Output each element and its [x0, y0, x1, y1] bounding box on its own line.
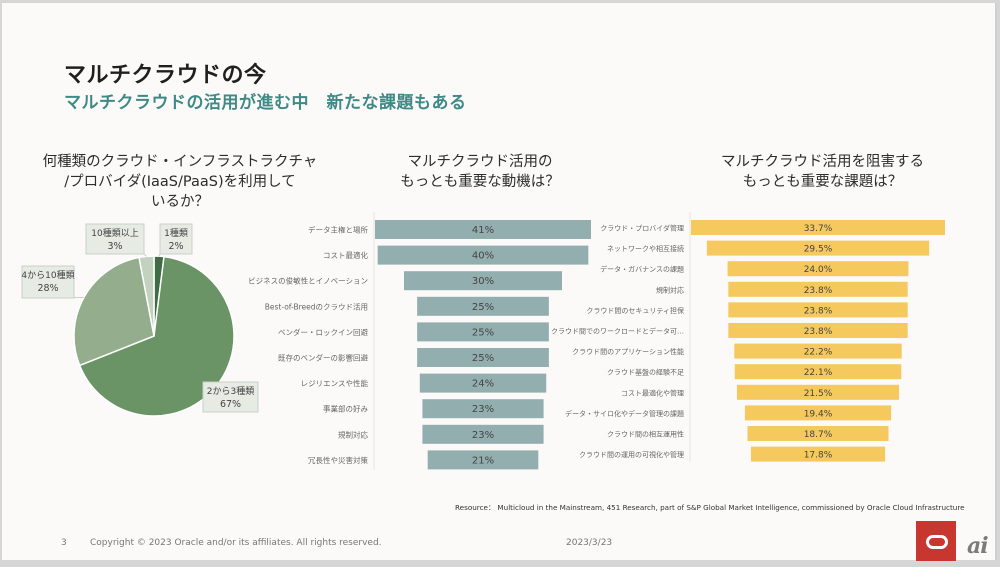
motive-category-label: コスト最適化 — [323, 250, 368, 260]
barrier-bar — [736, 384, 900, 400]
motives-title-line: もっとも重要な動機は？ — [400, 174, 560, 190]
motives-chart-title: マルチクラウド活用の もっとも重要な動機は？ — [345, 152, 615, 192]
motive-bar — [419, 373, 547, 393]
barrier-bar-value: 22.1% — [804, 368, 833, 378]
motive-bar — [377, 245, 589, 265]
pie-callout-box — [159, 223, 193, 255]
copyright: Copyright © 2023 Oracle and/or its affil… — [90, 538, 382, 548]
pie-slice — [73, 256, 155, 367]
pie-chart-title: 何種類のクラウド・インフラストラクチャ /プロバイダ(IaaS/PaaS)を利用… — [40, 152, 320, 212]
motive-bar-value: 25% — [472, 302, 494, 313]
barrier-bar — [747, 426, 889, 441]
barrier-bar — [734, 364, 902, 380]
pie-slice-label: 4から10種類 — [21, 270, 74, 281]
pie-title-line: 何種類のクラウド・インフラストラクチャ — [42, 154, 318, 170]
barrier-bar — [750, 446, 886, 462]
barrier-category-label: クラウド間の運用の可視化や管理 — [579, 450, 684, 459]
page-number: 3 — [61, 538, 67, 548]
motive-bar-value: 41% — [472, 225, 494, 236]
motive-category-label: レジリエンスや性能 — [301, 378, 369, 388]
barrier-bar — [728, 281, 908, 297]
barrier-bar — [728, 302, 908, 318]
barrier-category-label: クラウド・プロバイダ管理 — [600, 224, 684, 233]
motive-bar-value: 25% — [472, 353, 494, 364]
barrier-bar-value: 29.5% — [804, 245, 833, 255]
pie-title-line: いるか？ — [151, 194, 209, 210]
motive-category-label: Best-of-Breedのクラウド活用 — [265, 301, 368, 311]
barriers-chart-title: マルチクラウド活用を阻害する もっとも重要な課題は？ — [700, 152, 945, 192]
barrier-category-label: 規制対応 — [656, 285, 684, 294]
motive-category-label: 事業部の好み — [323, 404, 368, 414]
barrier-bar-value: 18.7% — [804, 430, 833, 440]
barriers-title-line: もっとも重要な課題は？ — [742, 174, 903, 190]
motive-bar — [403, 271, 563, 291]
motive-bar — [417, 348, 549, 367]
motive-bar-value: 40% — [472, 251, 494, 262]
pie-slice-value: 3% — [107, 241, 122, 252]
barrier-category-label: コスト最適化や管理 — [621, 388, 684, 397]
resource-citation: Resource： Multicloud in the Mainstream, … — [455, 503, 965, 512]
barrier-bar — [691, 220, 945, 235]
barrier-bar-value: 23.8% — [804, 327, 833, 337]
barrier-bar-value: 21.5% — [804, 389, 833, 399]
barrier-category-label: クラウド間でのワークロードとデータ可… — [551, 327, 684, 336]
barrier-bar-value: 23.8% — [804, 306, 833, 316]
barrier-bar — [706, 240, 930, 256]
oracle-ring-icon — [926, 535, 948, 549]
pie-title-line: /プロバイダ(IaaS/PaaS)を利用して — [64, 174, 296, 190]
barrier-bar-value: 33.7% — [804, 224, 833, 234]
barrier-category-label: データ・ガバナンスの課題 — [600, 265, 684, 274]
barrier-category-label: クラウド間のアプリケーション性能 — [572, 347, 684, 356]
motive-bar — [417, 296, 549, 316]
slide-date: 2023/3/23 — [566, 538, 613, 548]
motive-bar-value: 21% — [472, 455, 494, 466]
barriers-title-line: マルチクラウド活用を阻害する — [721, 154, 924, 170]
barrier-category-label: クラウド間のセキュリティ担保 — [586, 306, 684, 315]
motive-bar — [417, 322, 549, 342]
pie-callout-box — [21, 265, 75, 299]
barrier-bar-value: 19.4% — [804, 409, 833, 419]
barrier-bar-value: 24.0% — [804, 265, 833, 275]
pie-callout-box — [202, 381, 259, 413]
slide-title: マルチクラウドの今 — [64, 63, 267, 88]
oracle-logo-icon — [916, 521, 956, 561]
ai-logo: ai — [967, 533, 989, 559]
barrier-category-label: クラウド間の相互運用性 — [607, 430, 684, 439]
motive-bar-value: 24% — [472, 379, 494, 390]
motive-bar — [375, 220, 591, 239]
barrier-category-label: ネットワークや相互接続 — [607, 244, 684, 253]
pie-slice-label: 2から3種類 — [207, 386, 254, 397]
barrier-bar-value: 22.2% — [804, 348, 833, 358]
motive-bar-value: 23% — [472, 430, 494, 441]
barrier-category-label: データ・サイロ化やデータ管理の課題 — [565, 409, 684, 418]
motive-category-label: ビジネスの俊敏性とイノベーション — [248, 276, 368, 286]
pie-slice-value: 67% — [220, 399, 241, 410]
motive-category-label: ベンダー・ロックイン回避 — [278, 327, 368, 337]
motive-bar — [422, 399, 544, 419]
motive-category-label: 既存のベンダーの影響回避 — [278, 353, 368, 363]
barrier-category-label: クラウド基盤の経験不足 — [607, 368, 684, 377]
pie-slice-label: 1種類 — [164, 228, 188, 239]
motive-bar — [422, 424, 544, 444]
barrier-bar — [727, 261, 909, 277]
slide-subtitle: マルチクラウドの活用が進む中 新たな課題もある — [64, 93, 467, 113]
pie-callout-box — [85, 223, 145, 255]
barrier-bar-value: 17.8% — [804, 451, 833, 461]
pie-slice-value: 2% — [168, 241, 183, 252]
motive-bar-value: 25% — [472, 327, 494, 338]
barrier-bar-value: 23.8% — [804, 286, 833, 296]
motive-category-label: データ主権と場所 — [308, 225, 368, 235]
motive-bar-value: 23% — [472, 404, 494, 415]
motive-bar — [427, 450, 539, 470]
pie-slice-value: 28% — [37, 283, 58, 294]
pie-slice-label: 10種類以上 — [91, 228, 138, 239]
motive-bar-value: 30% — [472, 276, 494, 287]
motives-title-line: マルチクラウド活用の — [407, 154, 553, 170]
motive-category-label: 冗長性や災害対策 — [308, 455, 368, 465]
motive-category-label: 規制対応 — [338, 429, 368, 439]
barrier-bar — [744, 405, 892, 421]
barrier-bar — [728, 323, 908, 338]
barrier-bar — [734, 343, 902, 359]
